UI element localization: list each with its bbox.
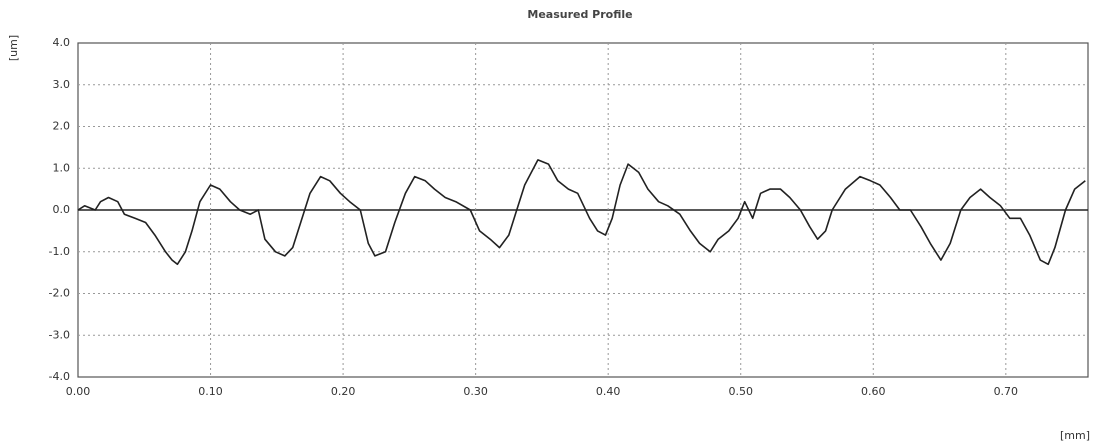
chart-title: Measured Profile <box>527 8 632 21</box>
y-tick-label: -2.0 <box>49 287 70 300</box>
x-tick-label: 0.60 <box>861 385 886 398</box>
x-tick-label: 0.00 <box>66 385 91 398</box>
y-tick-label: -4.0 <box>49 370 70 383</box>
y-axis-label: [um] <box>7 35 20 61</box>
profile-line <box>77 159 1086 266</box>
x-tick-label: 0.50 <box>728 385 753 398</box>
y-tick-label: 3.0 <box>53 78 71 91</box>
x-tick-label: 0.40 <box>596 385 621 398</box>
y-tick-label: 1.0 <box>53 161 71 174</box>
y-tick-label: -1.0 <box>49 245 70 258</box>
x-tick-label: 0.20 <box>331 385 356 398</box>
y-tick-label: 4.0 <box>53 36 71 49</box>
x-tick-label: 0.30 <box>463 385 488 398</box>
x-axis-label: [mm] <box>1060 429 1090 442</box>
x-tick-label: 0.10 <box>198 385 223 398</box>
x-tick-label: 0.70 <box>994 385 1019 398</box>
y-tick-label: 2.0 <box>53 120 71 133</box>
y-tick-label: 0.0 <box>53 203 71 216</box>
y-tick-label: -3.0 <box>49 328 70 341</box>
